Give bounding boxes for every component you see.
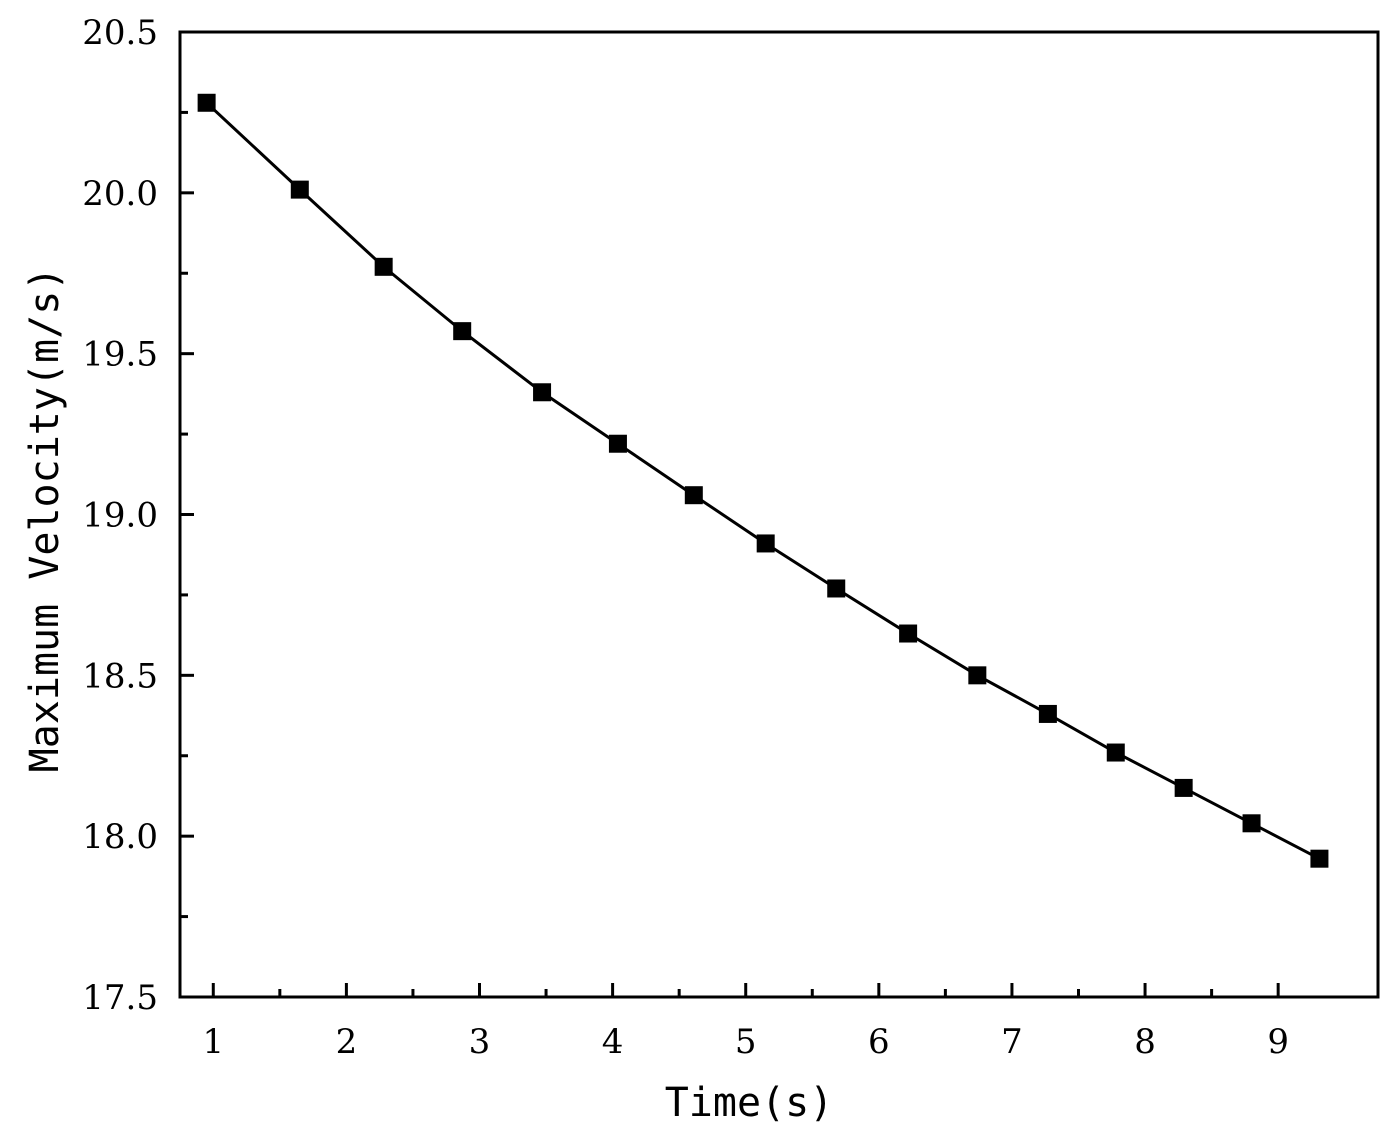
- data-point-marker: [1038, 704, 1057, 723]
- x-tick-label: 2: [336, 1022, 358, 1062]
- data-point-marker: [684, 486, 703, 505]
- data-point-marker: [290, 180, 309, 199]
- y-axis-title: Maximum Velocity(m/s): [22, 267, 68, 773]
- y-tick-label: 17.5: [82, 978, 158, 1018]
- x-tick-label: 1: [202, 1022, 224, 1062]
- data-point-marker: [1106, 743, 1125, 762]
- data-point-marker: [1174, 778, 1193, 797]
- data-point-marker: [1310, 849, 1329, 868]
- x-axis-title: Time(s): [665, 1080, 834, 1126]
- data-point-marker: [827, 579, 846, 598]
- x-tick-label: 3: [469, 1022, 491, 1062]
- data-point-marker: [374, 257, 393, 276]
- x-tick-label: 4: [602, 1022, 624, 1062]
- data-point-marker: [608, 434, 627, 453]
- data-point-marker: [533, 383, 552, 402]
- y-tick-label: 19.5: [82, 335, 158, 375]
- y-tick-label: 20.5: [82, 13, 158, 53]
- y-tick-label: 18.0: [82, 817, 158, 857]
- data-point-marker: [1242, 814, 1261, 833]
- x-tick-label: 6: [868, 1022, 890, 1062]
- data-point-marker: [197, 93, 216, 112]
- x-tick-label: 9: [1267, 1022, 1289, 1062]
- series-line: [205, 101, 1321, 861]
- y-tick-label: 20.0: [82, 174, 158, 214]
- series-layer: [197, 93, 1329, 868]
- labels-layer: 1 2 3 4 5 6 7 8 9 17.5 18.0 18.5 19.0 19.5 20.0 20.5: [82, 13, 1289, 1062]
- x-tick-label: 7: [1001, 1022, 1023, 1062]
- data-point-marker: [453, 322, 472, 341]
- data-point-marker: [899, 624, 918, 643]
- x-tick-label: 8: [1134, 1022, 1156, 1062]
- data-point-marker: [968, 666, 987, 685]
- ticks-layer: [180, 30, 1280, 999]
- data-point-marker: [756, 534, 775, 553]
- plot-frame: [178, 30, 1380, 999]
- y-tick-label: 18.5: [82, 656, 158, 696]
- x-tick-label: 5: [735, 1022, 757, 1062]
- y-tick-label: 19.0: [82, 496, 158, 536]
